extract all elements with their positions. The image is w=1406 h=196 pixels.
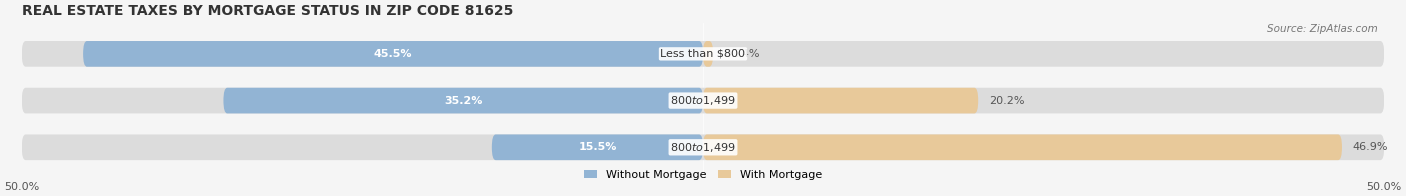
Text: 35.2%: 35.2% <box>444 96 482 106</box>
FancyBboxPatch shape <box>83 41 703 67</box>
Text: 46.9%: 46.9% <box>1353 142 1388 152</box>
FancyBboxPatch shape <box>21 88 1385 113</box>
Text: 45.5%: 45.5% <box>374 49 412 59</box>
FancyBboxPatch shape <box>703 134 1341 160</box>
FancyBboxPatch shape <box>703 41 713 67</box>
FancyBboxPatch shape <box>21 41 1385 67</box>
FancyBboxPatch shape <box>224 88 703 113</box>
Text: $800 to $1,499: $800 to $1,499 <box>671 141 735 154</box>
Text: Less than $800: Less than $800 <box>661 49 745 59</box>
Text: REAL ESTATE TAXES BY MORTGAGE STATUS IN ZIP CODE 81625: REAL ESTATE TAXES BY MORTGAGE STATUS IN … <box>21 4 513 18</box>
Text: 15.5%: 15.5% <box>578 142 617 152</box>
Text: $800 to $1,499: $800 to $1,499 <box>671 94 735 107</box>
Text: 20.2%: 20.2% <box>988 96 1025 106</box>
Text: Source: ZipAtlas.com: Source: ZipAtlas.com <box>1267 24 1378 34</box>
FancyBboxPatch shape <box>21 134 1385 160</box>
Text: 0.74%: 0.74% <box>724 49 759 59</box>
FancyBboxPatch shape <box>492 134 703 160</box>
Legend: Without Mortgage, With Mortgage: Without Mortgage, With Mortgage <box>579 165 827 184</box>
FancyBboxPatch shape <box>703 88 979 113</box>
